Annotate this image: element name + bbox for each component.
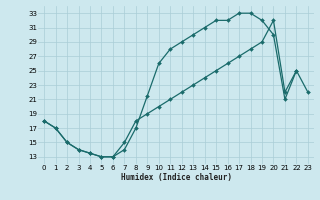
X-axis label: Humidex (Indice chaleur): Humidex (Indice chaleur) [121, 173, 231, 182]
